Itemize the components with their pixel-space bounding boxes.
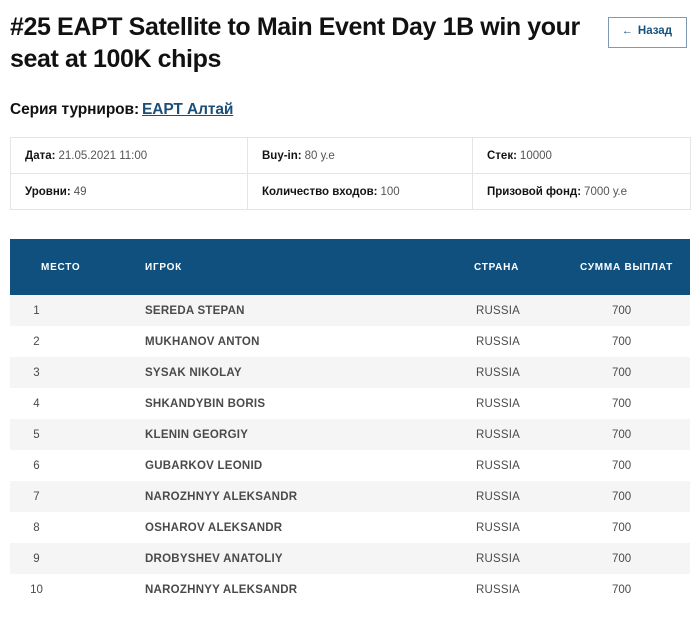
table-row[interactable]: 3 SYSAK NIKOLAY RUSSIA 700: [10, 357, 690, 388]
info-label-entries: Количество входов:: [262, 185, 378, 198]
cell-prize: 700: [555, 326, 690, 357]
cell-prize: 700: [555, 543, 690, 574]
table-row[interactable]: 2 MUKHANOV ANTON RUSSIA 700: [10, 326, 690, 357]
info-cell-buyin: Buy-in: 80 у.е: [247, 137, 473, 174]
table-row[interactable]: 1 SEREDA STEPAN RUSSIA 700: [10, 295, 690, 326]
cell-country: RUSSIA: [450, 357, 555, 388]
cell-player: GUBARKOV LEONID: [135, 450, 450, 481]
cell-player: NAROZHNYY ALEKSANDR: [135, 574, 450, 605]
cell-place: 10: [10, 574, 135, 605]
info-row: Уровни: 49 Количество входов: 100 Призовой…: [10, 173, 691, 210]
cell-prize: 700: [555, 574, 690, 605]
cell-country: RUSSIA: [450, 512, 555, 543]
cell-place: 6: [10, 450, 135, 481]
cell-country: RUSSIA: [450, 543, 555, 574]
info-cell-levels: Уровни: 49: [10, 173, 248, 210]
cell-prize: 700: [555, 512, 690, 543]
cell-country: RUSSIA: [450, 481, 555, 512]
back-button[interactable]: ← Назад: [607, 17, 687, 48]
info-cell-date: Дата: 21.05.2021 11:00: [10, 137, 248, 174]
info-label-date: Дата:: [25, 149, 56, 162]
arrow-left-icon: ←: [621, 24, 633, 37]
info-value-buyin: 80 у.е: [304, 149, 335, 162]
cell-place: 9: [10, 543, 135, 574]
table-row[interactable]: 5 KLENIN GEORGIY RUSSIA 700: [10, 419, 690, 450]
page-header: #25 EAPT Satellite to Main Event Day 1B …: [0, 0, 700, 75]
info-row: Дата: 21.05.2021 11:00 Buy-in: 80 у.е Стек…: [10, 137, 691, 174]
info-label-levels: Уровни:: [25, 185, 71, 198]
cell-player: NAROZHNYY ALEKSANDR: [135, 481, 450, 512]
column-header-player[interactable]: ИГРОК: [135, 239, 450, 295]
info-value-levels: 49: [73, 185, 87, 198]
info-cell-entries: Количество входов: 100: [247, 173, 473, 210]
cell-player: MUKHANOV ANTON: [135, 326, 450, 357]
series-label: Серия турниров:: [10, 101, 140, 118]
info-label-prizepool: Призовой фонд:: [487, 185, 582, 198]
cell-place: 3: [10, 357, 135, 388]
cell-player: KLENIN GEORGIY: [135, 419, 450, 450]
table-row[interactable]: 7 NAROZHNYY ALEKSANDR RUSSIA 700: [10, 481, 690, 512]
table-row[interactable]: 10 NAROZHNYY ALEKSANDR RUSSIA 700: [10, 574, 690, 605]
info-value-date: 21.05.2021 11:00: [58, 149, 148, 162]
cell-country: RUSSIA: [450, 450, 555, 481]
table-row[interactable]: 6 GUBARKOV LEONID RUSSIA 700: [10, 450, 690, 481]
results-body: 1 SEREDA STEPAN RUSSIA 700 2 MUKHANOV ANTON RU…: [10, 295, 690, 605]
cell-prize: 700: [555, 481, 690, 512]
cell-place: 7: [10, 481, 135, 512]
column-header-country[interactable]: СТРАНА: [450, 239, 555, 295]
series-link[interactable]: ЕАРТ Алтай: [142, 101, 234, 118]
column-header-place[interactable]: МЕСТО: [10, 239, 135, 295]
results-header-row: МЕСТО ИГРОК СТРАНА СУММА ВЫПЛАТ: [10, 239, 690, 295]
cell-player: SEREDA STEPAN: [135, 295, 450, 326]
back-button-label: Назад: [637, 25, 672, 37]
cell-country: RUSSIA: [450, 326, 555, 357]
series-line: Серия турниров: ЕАРТ Алтай: [0, 101, 700, 119]
cell-player: DROBYSHEV ANATOLIY: [135, 543, 450, 574]
cell-place: 8: [10, 512, 135, 543]
info-label-buyin: Buy-in:: [262, 149, 302, 162]
info-label-stack: Стек:: [487, 149, 517, 162]
table-row[interactable]: 9 DROBYSHEV ANATOLIY RUSSIA 700: [10, 543, 690, 574]
table-row[interactable]: 8 OSHAROV ALEKSANDR RUSSIA 700: [10, 512, 690, 543]
cell-place: 5: [10, 419, 135, 450]
info-cell-stack: Стек: 10000: [472, 137, 691, 174]
page-title: #25 EAPT Satellite to Main Event Day 1B …: [10, 13, 580, 73]
column-header-prize[interactable]: СУММА ВЫПЛАТ: [555, 239, 690, 295]
cell-place: 2: [10, 326, 135, 357]
cell-prize: 700: [555, 419, 690, 450]
cell-prize: 700: [555, 295, 690, 326]
cell-place: 1: [10, 295, 135, 326]
info-cell-prizepool: Призовой фонд: 7000 у.е: [472, 173, 691, 210]
cell-country: RUSSIA: [450, 388, 555, 419]
info-value-stack: 10000: [519, 149, 552, 162]
cell-player: SHKANDYBIN BORIS: [135, 388, 450, 419]
table-row[interactable]: 4 SHKANDYBIN BORIS RUSSIA 700: [10, 388, 690, 419]
info-value-prizepool: 7000 у.е: [584, 185, 628, 198]
info-value-entries: 100: [380, 185, 400, 198]
cell-player: OSHAROV ALEKSANDR: [135, 512, 450, 543]
cell-place: 4: [10, 388, 135, 419]
cell-prize: 700: [555, 357, 690, 388]
cell-prize: 700: [555, 450, 690, 481]
cell-country: RUSSIA: [450, 574, 555, 605]
cell-player: SYSAK NIKOLAY: [135, 357, 450, 388]
tournament-info-table: Дата: 21.05.2021 11:00 Buy-in: 80 у.е Стек…: [10, 137, 691, 210]
cell-country: RUSSIA: [450, 295, 555, 326]
cell-prize: 700: [555, 388, 690, 419]
results-table: МЕСТО ИГРОК СТРАНА СУММА ВЫПЛАТ 1 SEREDA …: [10, 239, 690, 605]
cell-country: RUSSIA: [450, 419, 555, 450]
